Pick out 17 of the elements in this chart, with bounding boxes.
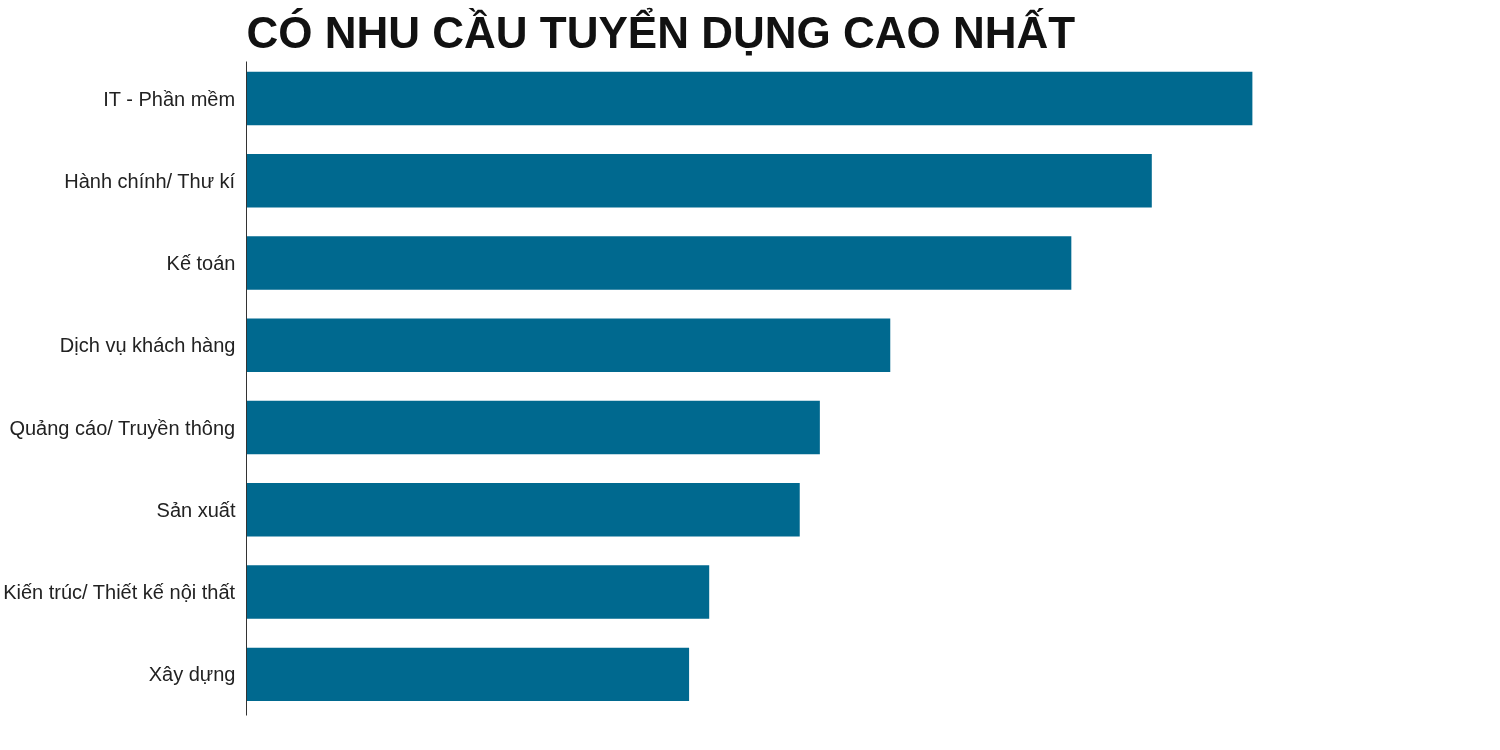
y-tick-label: Sản xuất: [156, 498, 236, 521]
bar: [246, 236, 1072, 290]
bar: [246, 400, 820, 455]
bar: [246, 71, 1253, 126]
y-tick-label: IT - Phần mềm: [103, 87, 236, 110]
y-tick-label: Xây dựng: [148, 663, 236, 686]
chart-title: CÓ NHU CẦU TUYỂN DỤNG CAO NHẤT: [246, 6, 1076, 57]
y-tick-label: Quảng cáo/ Truyền thông: [9, 416, 236, 439]
y-tick-label: Kiến trúc/ Thiết kế nội thất: [3, 581, 236, 604]
bar: [246, 154, 1152, 208]
bar: [246, 318, 891, 373]
y-tick-label: Hành chính/ Thư kí: [64, 169, 236, 192]
bar: [246, 565, 710, 619]
bar: [246, 483, 800, 537]
y-tick-label: Kế toán: [166, 252, 236, 275]
y-tick-label: Dịch vụ khách hàng: [59, 334, 236, 357]
bar: [246, 647, 690, 702]
